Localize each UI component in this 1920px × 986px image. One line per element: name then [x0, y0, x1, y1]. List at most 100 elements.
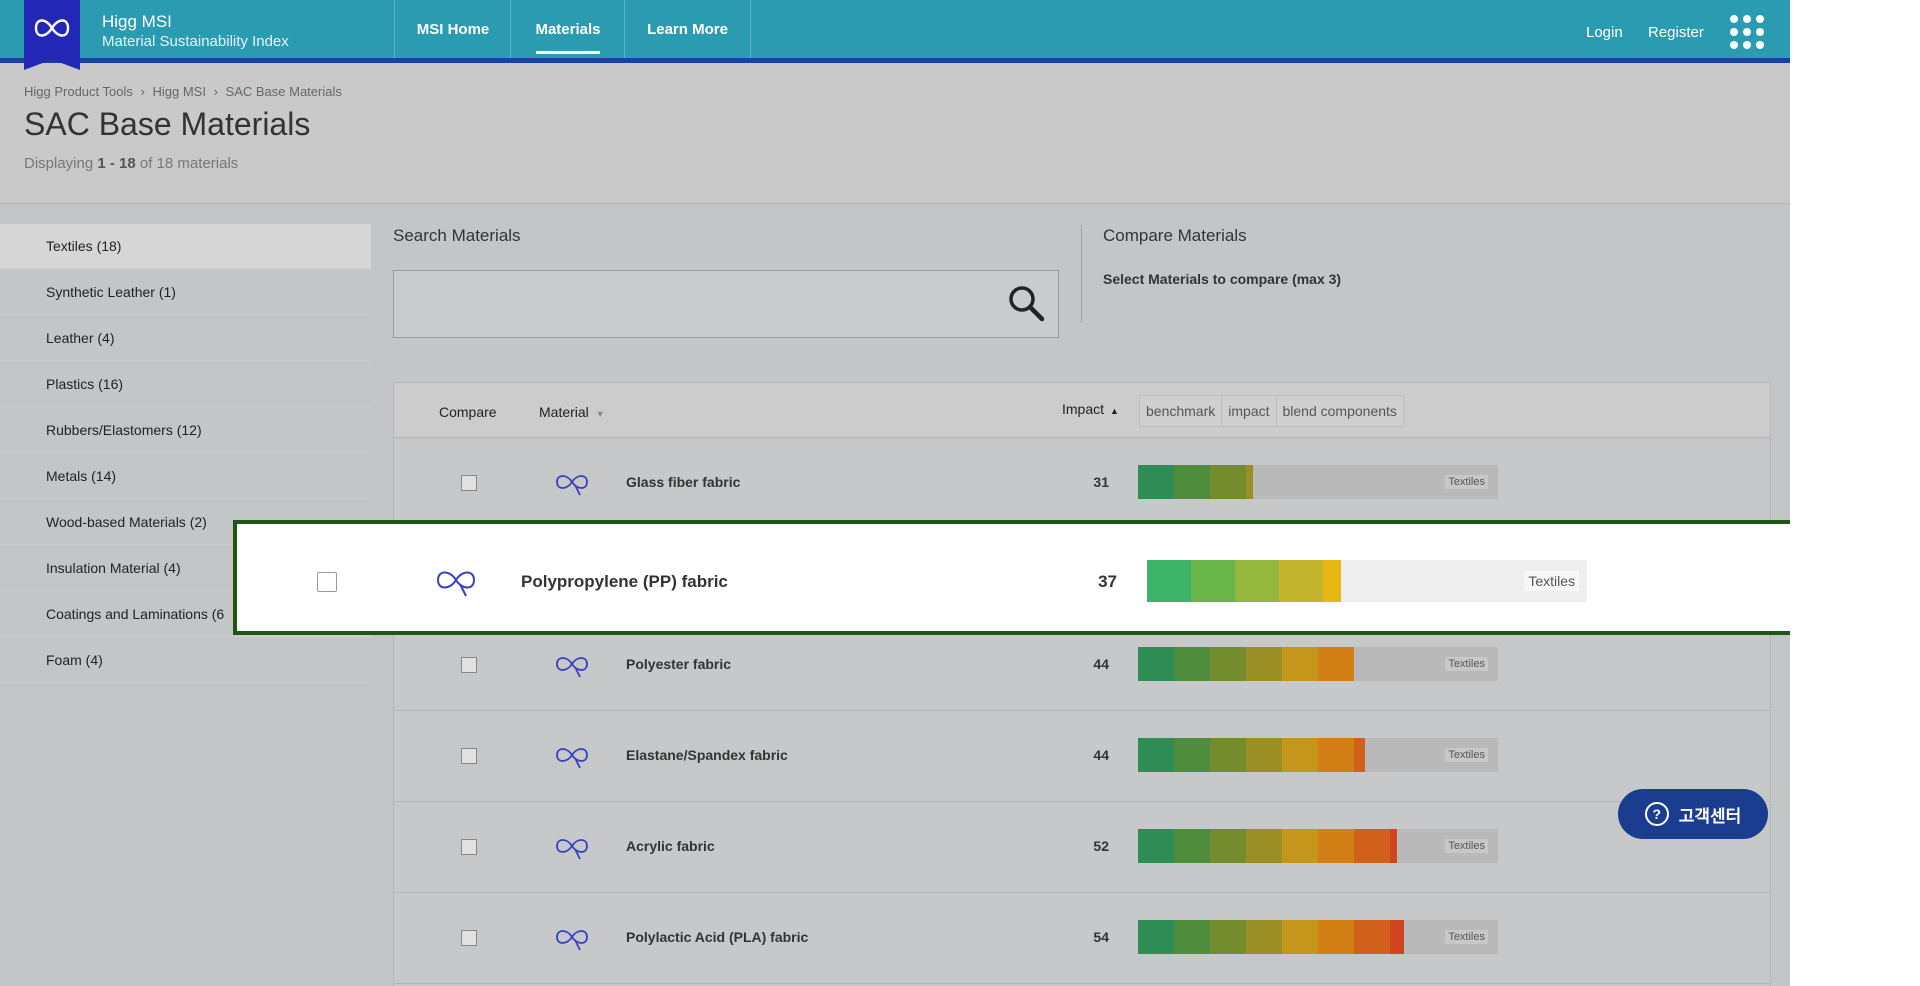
higg-logo[interactable] — [24, 0, 80, 70]
impact-bar-segment — [1282, 829, 1318, 863]
sidebar-item-category[interactable]: Metals (14) — [0, 454, 371, 499]
impact-bar-segment — [1210, 920, 1246, 954]
compare-checkbox[interactable] — [461, 748, 477, 764]
nav-materials[interactable]: Materials — [510, 0, 625, 58]
table-row[interactable]: Polylactic Acid (PLA) fabric 54 Textiles — [394, 892, 1770, 984]
material-name[interactable]: Polyester fabric — [626, 656, 732, 672]
impact-bar-segment — [1390, 920, 1405, 954]
login-link[interactable]: Login — [1586, 24, 1623, 41]
impact-bar-segment — [1354, 738, 1365, 772]
question-circle-icon: ? — [1644, 802, 1669, 826]
nav-msi-home[interactable]: MSI Home — [394, 0, 511, 58]
table-row[interactable]: Elastane/Spandex fabric 44 Textiles — [394, 710, 1770, 802]
impact-score: 31 — [1093, 474, 1109, 490]
impact-bar-segment — [1282, 738, 1318, 772]
sidebar-item-category[interactable]: Coatings and Laminations (6 — [0, 592, 371, 637]
count-range: 1 - 18 — [97, 155, 136, 172]
table-row[interactable]: Polyester fabric 44 Textiles — [394, 619, 1770, 711]
compare-hint: Select Materials to compare (max 3) — [1103, 271, 1342, 287]
impact-bar: Textiles — [1147, 560, 1587, 602]
tab-impact[interactable]: impact — [1222, 396, 1277, 426]
table-row[interactable]: Acrylic fabric 52 Textiles — [394, 801, 1770, 893]
table-row[interactable]: Glass fiber fabric 31 Textiles — [394, 437, 1770, 529]
impact-bar-segment — [1147, 560, 1191, 602]
material-icon — [556, 930, 588, 951]
category-tag: Textiles — [1445, 475, 1488, 489]
help-center-button[interactable]: ? 고객센터 — [1618, 789, 1768, 839]
column-impact-label: Impact — [1062, 401, 1105, 417]
sort-desc-icon[interactable]: ▼ — [595, 409, 605, 419]
compare-checkbox[interactable] — [461, 839, 477, 855]
infinity-logo-icon — [34, 19, 70, 37]
brand-subtitle[interactable]: Material Sustainability Index — [102, 33, 289, 50]
material-icon — [436, 571, 476, 597]
column-material[interactable]: Material ▼ — [539, 404, 605, 420]
compare-checkbox[interactable] — [317, 572, 337, 592]
impact-bar: Textiles — [1138, 647, 1498, 681]
register-link[interactable]: Register — [1648, 24, 1704, 41]
sidebar-item-category[interactable]: Plastics (16) — [0, 362, 371, 407]
sidebar-item-category[interactable]: Insulation Material (4) — [0, 546, 371, 591]
compare-checkbox[interactable] — [461, 475, 477, 491]
material-name[interactable]: Glass fiber fabric — [626, 474, 741, 490]
impact-bar: Textiles — [1138, 738, 1498, 772]
nav-materials-label: Materials — [535, 20, 601, 38]
impact-bar-segment — [1318, 829, 1354, 863]
breadcrumb-higg-product-tools[interactable]: Higg Product Tools — [24, 84, 133, 99]
impact-bar-segment — [1246, 920, 1282, 954]
material-name[interactable]: Polypropylene (PP) fabric — [521, 572, 728, 591]
sort-asc-icon[interactable]: ▲ — [1110, 406, 1119, 416]
impact-bar: Textiles — [1138, 465, 1498, 499]
material-name[interactable]: Acrylic fabric — [626, 838, 715, 854]
highlighted-table-row[interactable]: Polypropylene (PP) fabric 37 Textiles — [233, 520, 1790, 635]
view-toggle: benchmark impact blend components — [1139, 395, 1404, 427]
impact-bar-segment — [1138, 829, 1174, 863]
impact-bar-segment — [1282, 920, 1318, 954]
impact-bar-segment — [1246, 647, 1282, 681]
nav-learn-more-label: Learn More — [647, 20, 728, 38]
impact-bar-segment — [1191, 560, 1235, 602]
material-name[interactable]: Elastane/Spandex fabric — [626, 747, 788, 763]
compare-checkbox[interactable] — [461, 657, 477, 673]
tab-blend-components[interactable]: blend components — [1282, 403, 1397, 419]
impact-bar-segment — [1318, 920, 1354, 954]
category-tag: Textiles — [1445, 657, 1488, 671]
impact-bar-segment — [1138, 738, 1174, 772]
impact-bar-segment — [1138, 920, 1174, 954]
result-count: Displaying 1 - 18 of 18 materials — [24, 155, 238, 172]
impact-bar-segment — [1390, 829, 1398, 863]
sidebar-item-category[interactable]: Wood-based Materials (2) — [0, 500, 371, 545]
sidebar-item-category[interactable]: Textiles (18) — [0, 224, 371, 269]
compare-checkbox[interactable] — [461, 930, 477, 946]
materials-table: Compare Material ▼ Impact ▲ benchmark impa… — [393, 382, 1771, 986]
material-name[interactable]: Polylactic Acid (PLA) fabric — [626, 929, 809, 945]
sidebar-item-category[interactable]: Rubbers/Elastomers (12) — [0, 408, 371, 453]
impact-bar-segment — [1354, 920, 1390, 954]
tab-benchmark[interactable]: benchmark — [1140, 396, 1223, 426]
sidebar-item-category[interactable]: Leather (4) — [0, 316, 371, 361]
sidebar-item-category[interactable]: Foam (4) — [0, 638, 371, 683]
impact-bar-segment — [1138, 647, 1174, 681]
category-tag: Textiles — [1445, 930, 1488, 944]
material-icon — [556, 657, 588, 678]
impact-bar-segment — [1318, 647, 1354, 681]
impact-bar-segment — [1174, 647, 1210, 681]
category-tag: Textiles — [1524, 571, 1579, 591]
nav-learn-more[interactable]: Learn More — [624, 0, 751, 58]
brand-title[interactable]: Higg MSI — [102, 12, 172, 31]
grid-apps-icon[interactable] — [1730, 15, 1764, 49]
search-input[interactable] — [393, 270, 1059, 338]
page: Higg MSI Material Sustainability Index M… — [0, 0, 1790, 986]
material-icon — [556, 475, 588, 496]
impact-bar: Textiles — [1138, 829, 1498, 863]
search-label: Search Materials — [393, 226, 521, 245]
impact-bar-segment — [1174, 920, 1210, 954]
search-icon[interactable] — [1006, 283, 1046, 323]
category-tag: Textiles — [1445, 748, 1488, 762]
impact-bar: Textiles — [1138, 920, 1498, 954]
impact-bar-segment — [1174, 738, 1210, 772]
column-impact[interactable]: Impact ▲ — [1062, 401, 1119, 417]
sidebar-item-category[interactable]: Synthetic Leather (1) — [0, 270, 371, 315]
breadcrumb-higg-msi[interactable]: Higg MSI — [152, 84, 206, 99]
count-prefix: Displaying — [24, 155, 94, 172]
